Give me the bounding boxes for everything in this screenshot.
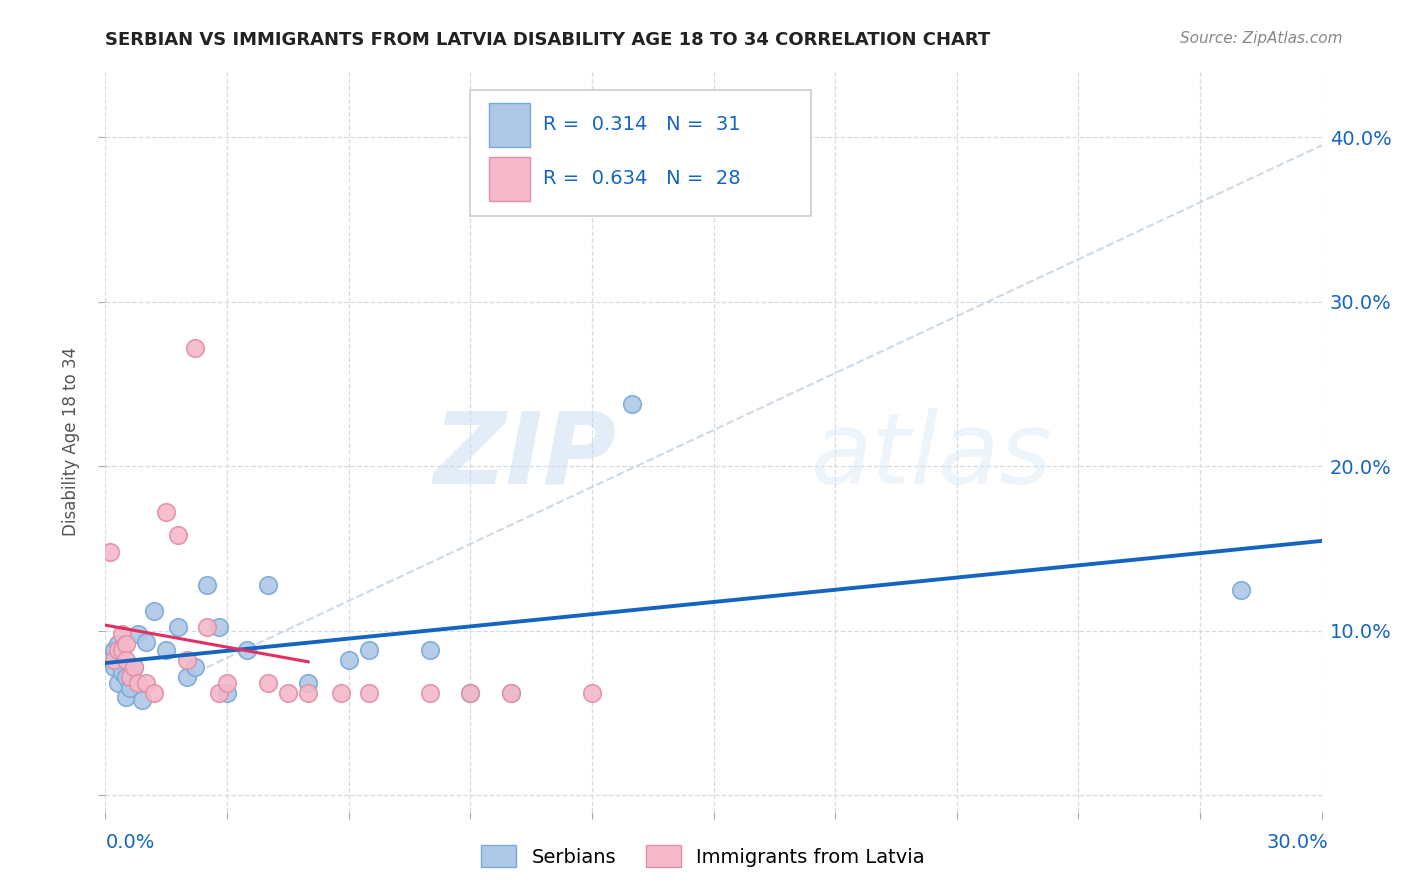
Point [135,635,157,649]
Point [167,528,190,542]
Point [111,627,134,641]
Point [103,660,125,674]
Point [143,604,166,618]
Point [183,341,205,355]
Text: 0.0%: 0.0% [105,833,155,853]
Point [114,690,136,704]
Point [114,670,136,684]
Point [581,686,603,700]
Point [236,643,259,657]
Point [458,686,481,700]
FancyBboxPatch shape [488,157,530,201]
Point [217,676,239,690]
FancyBboxPatch shape [470,90,811,216]
Point [208,686,231,700]
Text: SERBIAN VS IMMIGRANTS FROM LATVIA DISABILITY AGE 18 TO 34 CORRELATION CHART: SERBIAN VS IMMIGRANTS FROM LATVIA DISABI… [105,31,991,49]
Point [167,620,190,634]
Text: atlas: atlas [811,408,1053,505]
Point [256,676,278,690]
Point [155,505,177,519]
Point [176,653,198,667]
Point [114,653,136,667]
Point [1229,582,1251,597]
Point [195,577,218,591]
Point [357,643,380,657]
Point [357,686,380,700]
Point [103,653,125,667]
Point [98,653,121,667]
Point [111,643,134,657]
Point [114,637,136,651]
Point [122,660,145,674]
Point [297,686,319,700]
Point [131,693,153,707]
Point [118,681,141,696]
Point [195,620,218,634]
Text: Source: ZipAtlas.com: Source: ZipAtlas.com [1180,31,1343,46]
Point [297,676,319,690]
Point [183,660,205,674]
Point [337,653,360,667]
Point [98,545,121,559]
Point [118,670,141,684]
Text: ZIP: ZIP [433,408,616,505]
Point [155,643,177,657]
Point [621,397,644,411]
Point [277,686,299,700]
Point [217,686,239,700]
Point [111,665,134,679]
Point [499,686,522,700]
Point [127,627,149,641]
Point [107,676,129,690]
Text: R =  0.634   N =  28: R = 0.634 N = 28 [543,169,741,188]
Text: 30.0%: 30.0% [1267,833,1329,853]
Point [208,620,231,634]
FancyBboxPatch shape [488,103,530,146]
Point [256,577,278,591]
Point [176,670,198,684]
Y-axis label: Disability Age 18 to 34: Disability Age 18 to 34 [62,347,80,536]
Text: R =  0.314   N =  31: R = 0.314 N = 31 [543,115,741,134]
Point [122,660,145,674]
Point [419,643,441,657]
Point [107,643,129,657]
Point [107,637,129,651]
Point [329,686,352,700]
Point [499,686,522,700]
Point [458,686,481,700]
Point [103,643,125,657]
Point [419,686,441,700]
Point [127,676,149,690]
Point [143,686,166,700]
Legend: Serbians, Immigrants from Latvia: Serbians, Immigrants from Latvia [474,837,932,875]
Point [135,676,157,690]
